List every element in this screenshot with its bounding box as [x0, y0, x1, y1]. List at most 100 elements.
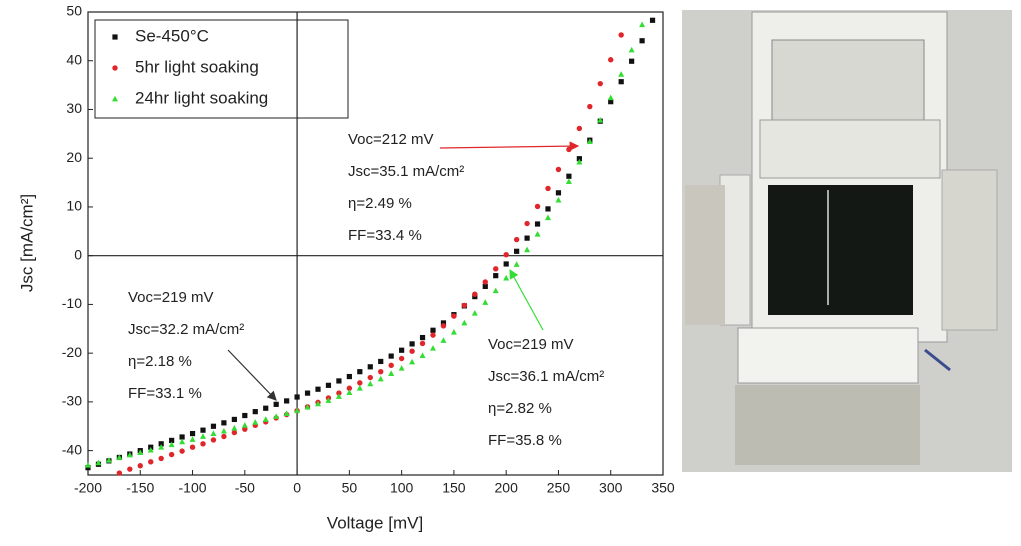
x-tick-label: -200 [74, 480, 102, 496]
x-tick-label: -50 [235, 480, 255, 496]
x-tick-label: 200 [495, 480, 519, 496]
data-point [116, 470, 123, 476]
data-point [482, 279, 488, 285]
data-point [221, 433, 227, 440]
data-point [356, 385, 363, 391]
data-point [273, 401, 279, 407]
data-point [325, 382, 332, 388]
x-tick-label: -100 [179, 480, 207, 496]
series [85, 17, 656, 471]
data-point [545, 185, 551, 192]
data-point [409, 348, 415, 354]
data-point [85, 462, 91, 468]
data-point [346, 389, 353, 396]
data-point [325, 397, 332, 403]
x-tick-label: 350 [651, 480, 675, 496]
data-point [179, 434, 185, 440]
annotation-text: Jsc=35.1 mA/cm² [348, 163, 464, 180]
data-point [105, 457, 112, 463]
data-point [565, 178, 572, 185]
data-point [231, 429, 238, 436]
data-point [629, 58, 635, 64]
annotation-text: Jsc=36.1 mA/cm² [488, 368, 604, 385]
data-point [377, 375, 384, 382]
data-point [241, 422, 248, 428]
data-point [450, 329, 457, 335]
x-tick-label: 150 [442, 480, 466, 496]
legend-marker [112, 34, 118, 40]
data-point [346, 373, 352, 380]
data-point [189, 430, 196, 437]
annotation-text: Jsc=32.2 mA/cm² [128, 321, 244, 338]
data-point [315, 400, 321, 407]
y-tick-label: 10 [66, 198, 82, 214]
data-point [649, 17, 656, 23]
y-tick-label: 0 [74, 246, 82, 262]
data-point [221, 420, 227, 426]
x-tick-label: -150 [126, 480, 154, 496]
data-point [336, 390, 342, 396]
data-point [566, 173, 572, 179]
data-point [378, 368, 384, 375]
x-tick-label: 100 [390, 480, 414, 496]
data-point [440, 320, 447, 326]
y-tick-label: -40 [62, 441, 82, 457]
y-tick-label: 40 [66, 51, 82, 67]
data-point [576, 156, 582, 162]
data-point [608, 99, 614, 105]
data-point [85, 465, 91, 471]
data-point [430, 327, 436, 333]
data-point [618, 71, 625, 77]
data-point [608, 57, 614, 63]
data-point [545, 206, 551, 212]
data-point [179, 438, 186, 445]
data-point [440, 337, 447, 343]
data-point [472, 291, 478, 297]
legend-marker [112, 95, 118, 102]
data-point [242, 426, 248, 432]
data-point [419, 334, 426, 341]
data-point [440, 323, 447, 329]
y-tick-label: -30 [62, 393, 82, 409]
data-point [409, 341, 415, 347]
data-point [503, 252, 509, 258]
data-point [168, 441, 175, 448]
legend-marker [112, 65, 118, 71]
y-tick-label: 30 [66, 100, 82, 116]
axes: Voltage [mV] Jsc [mA/cm²] [17, 11, 664, 532]
legend-label: 5hr light soaking [135, 57, 259, 76]
data-point [294, 394, 300, 400]
data-point [409, 358, 416, 365]
data-point [335, 393, 342, 399]
annotation-text: η=2.49 % [348, 195, 412, 212]
y-tick-label: 50 [66, 3, 82, 19]
data-point [628, 46, 635, 53]
x-axis-title: Voltage [mV] [327, 513, 423, 532]
data-point [618, 32, 624, 38]
data-point [200, 441, 206, 447]
annotation-text: Voc=219 mV [488, 336, 573, 353]
data-point [200, 427, 206, 433]
data-point [189, 444, 196, 450]
data-point [242, 412, 248, 419]
data-point [116, 454, 123, 460]
data-point [378, 358, 384, 365]
sample-photo [682, 10, 1012, 472]
data-point [273, 413, 280, 419]
data-point [419, 352, 426, 358]
data-point [524, 220, 530, 227]
annotation-text: Voc=219 mV [128, 289, 213, 306]
data-point [398, 355, 405, 362]
data-point [315, 386, 321, 392]
data-point [231, 416, 237, 423]
y-axis-title: Jsc [mA/cm²] [17, 194, 36, 292]
data-point [555, 196, 562, 203]
y-tick-label: 20 [66, 149, 82, 165]
data-point [147, 446, 154, 453]
data-point [346, 385, 353, 391]
annotation-text: η=2.18 % [128, 353, 192, 370]
data-point [524, 235, 530, 241]
annotation-arrow [439, 141, 580, 151]
data-point [513, 236, 520, 243]
